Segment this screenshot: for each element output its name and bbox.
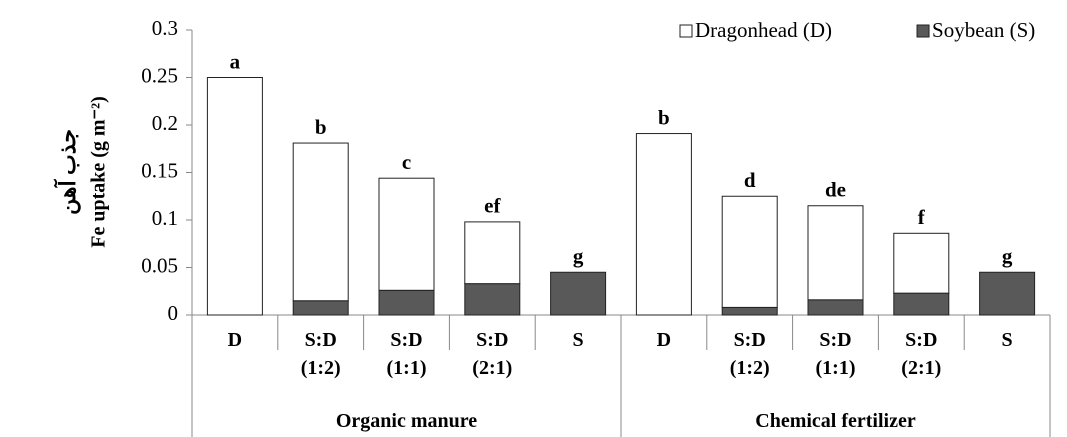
bar-segment (893, 232, 950, 294)
legend-label: Dragonhead (D) (695, 18, 832, 42)
legend-label: Soybean (S) (932, 18, 1035, 42)
legend-swatch (679, 24, 693, 38)
significance-letter: g (1002, 244, 1013, 268)
legend-swatch (916, 24, 930, 38)
x-tick-label: D (656, 329, 672, 351)
bar-segment (893, 292, 950, 316)
bar-segment (378, 177, 435, 291)
significance-letter: a (230, 49, 241, 73)
x-tick-label: S:D (2:1) (901, 329, 942, 379)
x-tick-label: S (1001, 329, 1013, 351)
y-axis-label-fa: جذب آهن (53, 129, 81, 215)
x-tick-label: S:D (1:1) (815, 329, 856, 379)
y-tick-label: 0.1 (152, 206, 178, 230)
bar-segment (464, 283, 521, 316)
bar-segment (807, 205, 864, 301)
y-axis-label: Fe uptake (g m⁻²) (88, 96, 110, 248)
x-tick-label: S:D (1:1) (386, 329, 427, 379)
y-tick-label: 0.05 (141, 253, 178, 277)
group-label: Chemical fertilizer (755, 410, 916, 432)
x-tick-label: S:D (1:2) (300, 329, 341, 379)
y-tick-label: 0 (168, 301, 179, 325)
y-tick-label: 0.3 (152, 16, 178, 40)
bar-segment (721, 306, 778, 316)
bar-segment (292, 142, 349, 302)
group-label: Organic manure (335, 410, 478, 432)
y-tick-label: 0.2 (152, 111, 178, 135)
bar-segment (550, 271, 607, 316)
x-tick-label: S (572, 329, 584, 351)
x-tick-label: D (227, 329, 243, 351)
bar-segment (721, 195, 778, 308)
significance-letter: b (658, 105, 670, 129)
bar-segment (635, 133, 692, 316)
bar-segment (979, 271, 1036, 316)
bar-segment (464, 221, 521, 285)
significance-letter: de (825, 178, 846, 202)
y-tick-label: 0.25 (141, 63, 178, 87)
x-tick-label: S:D (2:1) (472, 329, 513, 379)
significance-letter: c (402, 150, 411, 174)
significance-letter: b (315, 115, 327, 139)
bar-segment (292, 300, 349, 316)
significance-letter: ef (484, 194, 501, 218)
y-tick-label: 0.15 (141, 158, 178, 182)
significance-letter: g (573, 244, 584, 268)
bar-segment (807, 299, 864, 316)
significance-letter: d (744, 168, 756, 192)
significance-letter: f (918, 205, 926, 229)
bar-segment (378, 289, 435, 316)
x-tick-label: S:D (1:2) (729, 329, 770, 379)
bar-segment (206, 77, 263, 316)
